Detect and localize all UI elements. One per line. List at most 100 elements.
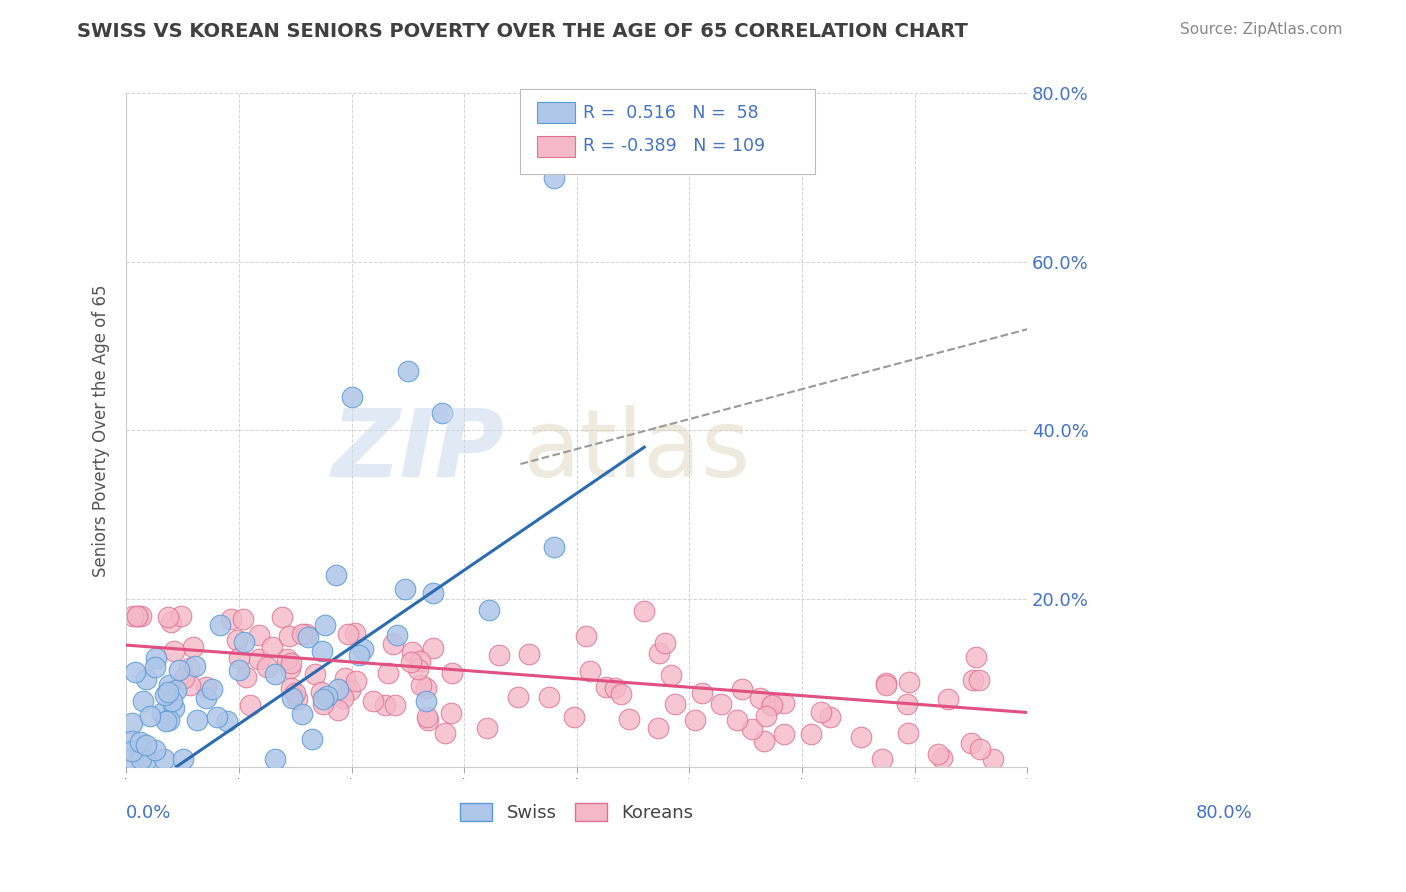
Point xyxy=(927,747,949,761)
Point xyxy=(205,710,228,724)
Point xyxy=(575,629,598,643)
Point xyxy=(399,655,422,669)
Point xyxy=(276,652,298,666)
Point xyxy=(741,723,763,737)
Point xyxy=(755,708,778,723)
Point xyxy=(160,694,183,708)
Point xyxy=(157,678,180,692)
Point xyxy=(270,610,292,624)
Point xyxy=(603,681,626,696)
Point xyxy=(981,752,1004,766)
Point xyxy=(247,652,270,666)
Point xyxy=(543,170,565,185)
Point xyxy=(340,390,363,404)
Point xyxy=(124,665,146,679)
Point xyxy=(228,663,250,677)
Point xyxy=(508,690,530,705)
Point xyxy=(177,661,200,675)
Point xyxy=(167,663,190,677)
Point xyxy=(165,682,187,697)
Point xyxy=(260,640,283,655)
Point xyxy=(710,698,733,712)
Point xyxy=(129,735,152,749)
Point xyxy=(291,706,314,721)
Point xyxy=(346,674,368,689)
Point xyxy=(761,698,783,712)
Point xyxy=(936,692,959,706)
Point xyxy=(810,705,832,719)
Point xyxy=(155,688,177,702)
Point xyxy=(748,691,770,706)
Point xyxy=(155,714,177,729)
Text: atlas: atlas xyxy=(523,405,751,497)
Point xyxy=(285,691,308,706)
Text: 0.0%: 0.0% xyxy=(127,805,172,822)
Point xyxy=(396,364,419,378)
Point xyxy=(143,743,166,757)
Point xyxy=(897,726,920,740)
Point xyxy=(186,713,208,727)
Point xyxy=(820,710,842,724)
Point xyxy=(301,732,323,747)
Point xyxy=(135,738,157,752)
Point xyxy=(754,733,776,747)
Point xyxy=(876,677,898,691)
Point xyxy=(228,651,250,665)
Point xyxy=(595,680,617,694)
Point xyxy=(295,626,318,640)
Point xyxy=(422,640,444,655)
Point xyxy=(538,690,561,704)
Point xyxy=(280,681,302,696)
Point xyxy=(337,627,360,641)
Point xyxy=(633,604,655,618)
Point xyxy=(325,567,347,582)
Point xyxy=(401,645,423,659)
Point xyxy=(896,698,918,712)
Point xyxy=(730,681,752,696)
Point xyxy=(374,698,396,713)
Point xyxy=(159,615,181,629)
Point xyxy=(304,667,326,681)
Point xyxy=(127,608,149,623)
Text: 80.0%: 80.0% xyxy=(1195,805,1253,822)
Point xyxy=(382,637,405,651)
Point xyxy=(138,709,160,723)
Point xyxy=(121,752,143,766)
Point xyxy=(339,683,361,698)
Point xyxy=(434,726,457,740)
Point xyxy=(184,659,207,673)
Point xyxy=(173,671,195,685)
Point xyxy=(315,689,337,703)
Point xyxy=(143,660,166,674)
Point xyxy=(477,721,499,735)
Point xyxy=(121,716,143,731)
Point xyxy=(232,634,254,648)
Point xyxy=(326,681,349,696)
Text: Source: ZipAtlas.com: Source: ZipAtlas.com xyxy=(1180,22,1343,37)
Point xyxy=(409,654,432,668)
Point xyxy=(406,663,429,677)
Point xyxy=(897,675,920,690)
Point xyxy=(291,627,314,641)
Point xyxy=(121,744,143,758)
Point xyxy=(773,696,796,710)
Point xyxy=(311,643,333,657)
Point xyxy=(127,608,149,623)
Text: SWISS VS KOREAN SENIORS POVERTY OVER THE AGE OF 65 CORRELATION CHART: SWISS VS KOREAN SENIORS POVERTY OVER THE… xyxy=(77,22,969,41)
Point xyxy=(415,681,437,695)
Point xyxy=(385,628,408,642)
Point xyxy=(129,752,152,766)
Point xyxy=(664,698,686,712)
Point xyxy=(773,727,796,741)
Point xyxy=(122,608,145,623)
Point xyxy=(221,612,243,626)
Point xyxy=(297,631,319,645)
Point xyxy=(430,407,453,421)
Point xyxy=(875,676,897,690)
Point xyxy=(145,651,167,665)
Point xyxy=(264,667,287,681)
Point xyxy=(311,698,333,712)
Point xyxy=(326,703,349,717)
Point xyxy=(263,752,285,766)
Point xyxy=(309,685,332,699)
